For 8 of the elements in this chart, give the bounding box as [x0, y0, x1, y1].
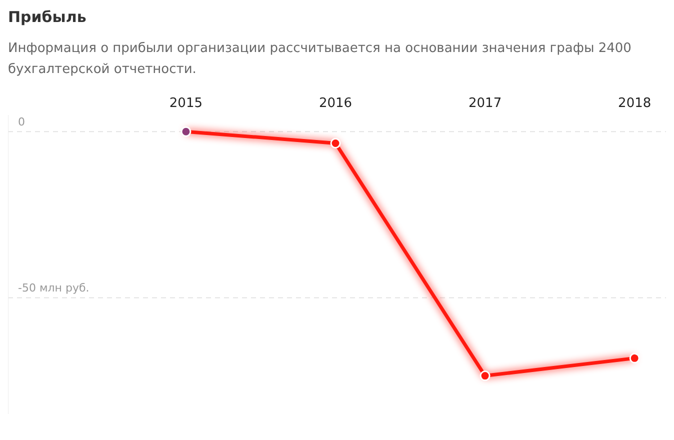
chart-title: Прибыль — [8, 8, 88, 26]
y-tick-label: 0 — [18, 116, 25, 129]
chart-subtitle: Информация о прибыли организации рассчитывается на основании значения графы 2400 бухгалтерской отчетности. — [8, 40, 632, 79]
x-tick-label: 2015 — [169, 96, 203, 111]
x-tick-label: 2017 — [468, 96, 502, 111]
y-tick-label: -50 млн руб. — [18, 282, 90, 295]
x-tick-label: 2016 — [318, 96, 352, 111]
x-tick-label: 2018 — [618, 96, 652, 111]
